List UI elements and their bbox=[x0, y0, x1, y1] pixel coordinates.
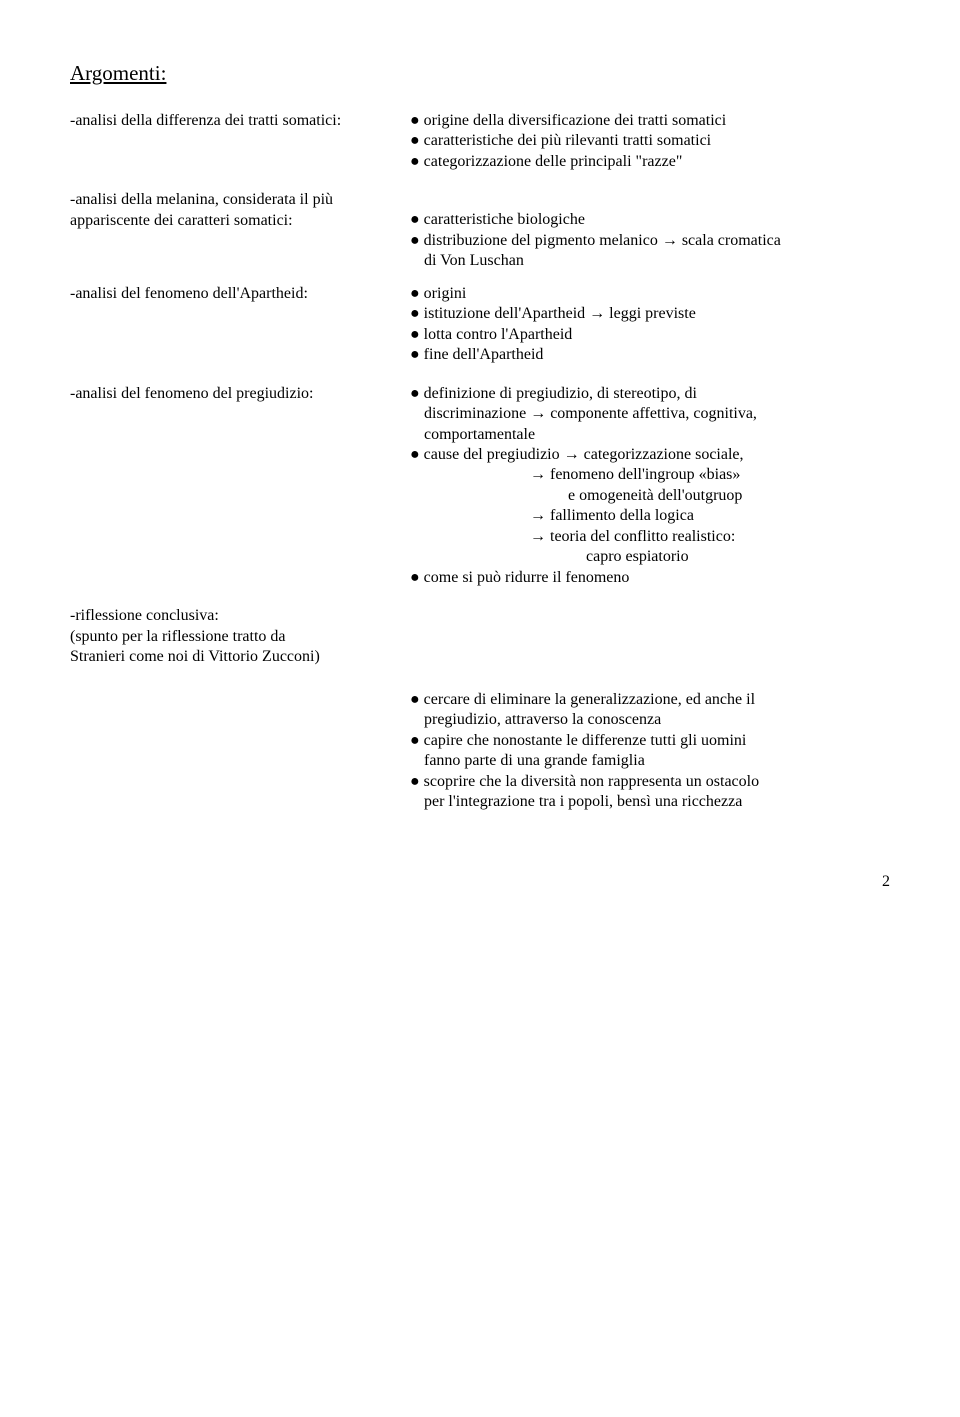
bullet: ● caratteristiche dei più rilevanti trat… bbox=[410, 131, 890, 151]
bullet: ● cause del pregiudizio → categorizzazio… bbox=[410, 445, 890, 465]
topic-row-apartheid: -analisi del fenomeno dell'Apartheid: ● … bbox=[70, 284, 890, 366]
topic-label: -analisi del fenomeno dell'Apartheid: bbox=[70, 284, 410, 304]
topic-row-melanina: -analisi della melanina, considerata il … bbox=[70, 190, 890, 271]
topic-label-line: (spunto per la riflessione tratto da bbox=[70, 627, 400, 647]
topic-row-riflessione: -riflessione conclusiva: (spunto per la … bbox=[70, 606, 890, 667]
topic-row-pregiudizio: -analisi del fenomeno del pregiudizio: ●… bbox=[70, 384, 890, 589]
bullet: ● distribuzione del pigmento melanico → … bbox=[410, 231, 890, 251]
bullet-sub: e omogeneità dell'outgruop bbox=[410, 486, 890, 506]
bullet-sub: capro espiatorio bbox=[410, 547, 890, 567]
bullet-sub: → fallimento della logica bbox=[410, 506, 890, 526]
bullet: ● origine della diversificazione dei tra… bbox=[410, 111, 890, 131]
bullet: ● scoprire che la diversità non rapprese… bbox=[410, 772, 890, 792]
bullet-continuation: di Von Luschan bbox=[410, 251, 890, 271]
bullet: ● istituzione dell'Apartheid → leggi pre… bbox=[410, 304, 890, 324]
bullet-sub: → teoria del conflitto realistico: bbox=[410, 527, 890, 547]
bullet: ● capire che nonostante le differenze tu… bbox=[410, 731, 890, 751]
topic-label: -analisi della differenza dei tratti som… bbox=[70, 111, 410, 131]
bullet: ● fine dell'Apartheid bbox=[410, 345, 890, 365]
bullet-continuation: fanno parte di una grande famiglia bbox=[410, 751, 890, 771]
bullet-sub: → fenomeno dell'ingroup «bias» bbox=[410, 465, 890, 485]
topic-label-line: Stranieri come noi di Vittorio Zucconi) bbox=[70, 647, 400, 667]
bullet: ● come si può ridurre il fenomeno bbox=[410, 568, 890, 588]
bullet-continuation: per l'integrazione tra i popoli, bensì u… bbox=[410, 792, 890, 812]
bullet: ● cercare di eliminare la generalizzazio… bbox=[410, 690, 890, 710]
topic-label: -analisi del fenomeno del pregiudizio: bbox=[70, 384, 410, 404]
topic-label-line: -analisi della melanina, considerata il … bbox=[70, 190, 400, 210]
topic-label-line: -riflessione conclusiva: bbox=[70, 606, 400, 626]
page-title: Argomenti: bbox=[70, 61, 166, 85]
bullet: ● lotta contro l'Apartheid bbox=[410, 325, 890, 345]
topic-row-tratti-somatici: -analisi della differenza dei tratti som… bbox=[70, 111, 890, 172]
bullet: ● caratteristiche biologiche bbox=[410, 210, 890, 230]
bullet: ● categorizzazione delle principali "raz… bbox=[410, 152, 890, 172]
topic-row-riflessione-bullets: ● cercare di eliminare la generalizzazio… bbox=[70, 690, 890, 813]
bullet-continuation: comportamentale bbox=[410, 425, 890, 445]
bullet: ● origini bbox=[410, 284, 890, 304]
page-number: 2 bbox=[70, 872, 890, 892]
bullet: ● definizione di pregiudizio, di stereot… bbox=[410, 384, 890, 404]
bullet-continuation: pregiudizio, attraverso la conoscenza bbox=[410, 710, 890, 730]
topic-label-line: appariscente dei caratteri somatici: bbox=[70, 211, 400, 231]
bullet-continuation: discriminazione → componente affettiva, … bbox=[410, 404, 890, 424]
